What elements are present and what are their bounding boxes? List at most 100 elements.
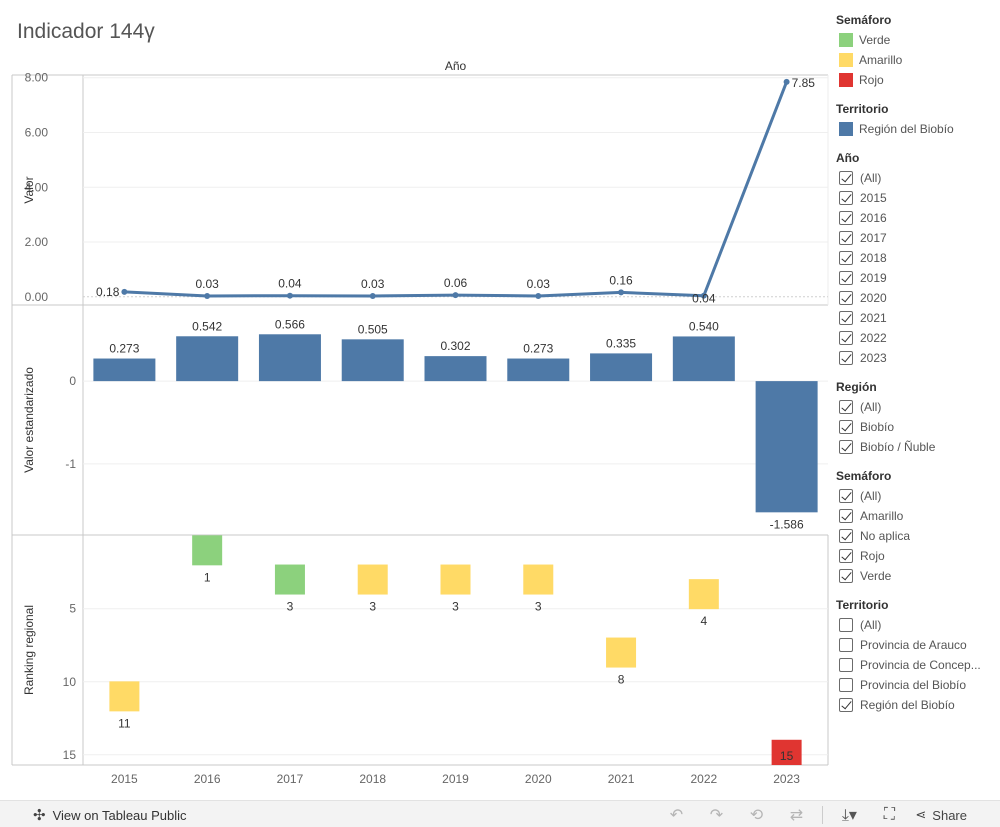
checkbox[interactable] <box>839 271 853 285</box>
x-tick-label: 2015 <box>111 772 138 786</box>
checkbox[interactable] <box>839 440 853 454</box>
checkbox[interactable] <box>839 171 853 185</box>
filter-option[interactable]: Región del Biobío <box>836 695 996 715</box>
ranking-data-label: 8 <box>618 673 625 687</box>
filter-title: Año <box>836 151 860 165</box>
filter-option[interactable]: (All) <box>836 615 996 635</box>
checkbox[interactable] <box>839 420 853 434</box>
checkbox[interactable] <box>839 678 853 692</box>
filter-option[interactable]: Biobío <box>836 417 996 437</box>
std-data-label: 0.542 <box>192 319 222 333</box>
filter-option[interactable]: 2018 <box>836 248 996 268</box>
checkbox[interactable] <box>839 698 853 712</box>
filter-option[interactable]: No aplica <box>836 526 996 546</box>
legend-label: Amarillo <box>859 53 903 67</box>
std-bar <box>755 381 818 513</box>
checkbox[interactable] <box>839 549 853 563</box>
valor-data-label: 0.03 <box>195 277 219 291</box>
ranking-mark <box>606 637 637 668</box>
share-label: Share <box>932 807 967 823</box>
y-tick-label: -1 <box>65 457 76 471</box>
checkbox[interactable] <box>839 658 853 672</box>
filter-option[interactable]: Rojo <box>836 546 996 566</box>
valor-data-label: 0.04 <box>692 292 716 306</box>
checkbox[interactable] <box>839 311 853 325</box>
checkbox[interactable] <box>839 509 853 523</box>
y-tick-label: 15 <box>63 748 77 762</box>
x-tick-label: 2023 <box>773 772 800 786</box>
valor-data-label: 0.18 <box>96 285 120 299</box>
valor-point <box>783 78 790 85</box>
legend-item[interactable]: Verde <box>836 30 996 50</box>
checkbox[interactable] <box>839 489 853 503</box>
std-bar <box>424 356 487 382</box>
checkbox[interactable] <box>839 569 853 583</box>
checkbox[interactable] <box>839 638 853 652</box>
y-axis-title: Ranking regional <box>22 605 36 695</box>
legend-panel: Semáforo Verde Amarillo Rojo Territorio Re… <box>836 10 996 724</box>
std-data-label: 0.273 <box>109 342 139 356</box>
share-button[interactable]: ⋖ Share <box>915 807 967 823</box>
undo-icon[interactable]: ↶ <box>669 807 684 824</box>
territorio-color-legend: Territorio Región del Biobío <box>836 99 996 139</box>
checkbox[interactable] <box>839 331 853 345</box>
legend-item[interactable]: Región del Biobío <box>836 119 996 139</box>
filter-option[interactable]: (All) <box>836 486 996 506</box>
redo-icon[interactable]: ↷ <box>709 807 724 824</box>
refresh-icon[interactable]: ⇄ <box>789 807 804 824</box>
footer-toolbar: ✣ View on Tableau Public ↶ ↷ ⟲ ⇄ ⤓▾ ⛶ ⋖ … <box>0 800 1000 827</box>
std-bar <box>507 358 570 382</box>
std-data-label: 0.273 <box>523 342 553 356</box>
y-tick-label: 6.00 <box>25 126 49 140</box>
ranking-mark <box>192 535 223 566</box>
filter-option[interactable]: 2019 <box>836 268 996 288</box>
filter-option[interactable]: Provincia de Concep... <box>836 655 996 675</box>
filter-option[interactable]: 2017 <box>836 228 996 248</box>
filter-option-label: 2021 <box>860 311 887 325</box>
filter-option[interactable]: Amarillo <box>836 506 996 526</box>
filter-option-label: 2017 <box>860 231 887 245</box>
checkbox[interactable] <box>839 231 853 245</box>
filter-option-label: Rojo <box>860 549 885 563</box>
legend-item[interactable]: Amarillo <box>836 50 996 70</box>
checkbox[interactable] <box>839 618 853 632</box>
filter-option[interactable]: 2021 <box>836 308 996 328</box>
x-tick-label: 2020 <box>525 772 552 786</box>
y-axis-title: Valor <box>22 176 36 203</box>
legend-title: Semáforo <box>836 13 892 27</box>
filter-option[interactable]: 2023 <box>836 348 996 368</box>
filter-option[interactable]: Provincia de Arauco <box>836 635 996 655</box>
y-tick-label: 0.00 <box>25 290 49 304</box>
ranking-data-label: 1 <box>204 570 211 584</box>
view-on-tableau-link[interactable]: ✣ View on Tableau Public <box>33 806 187 824</box>
valor-point <box>121 288 128 295</box>
revert-icon[interactable]: ⟲ <box>749 807 764 824</box>
filter-option[interactable]: 2020 <box>836 288 996 308</box>
checkbox[interactable] <box>839 211 853 225</box>
legend-swatch <box>839 33 853 47</box>
checkbox[interactable] <box>839 191 853 205</box>
checkbox[interactable] <box>839 400 853 414</box>
filter-option[interactable]: 2022 <box>836 328 996 348</box>
valor-point <box>535 292 542 299</box>
filter-option[interactable]: Verde <box>836 566 996 586</box>
checkbox[interactable] <box>839 529 853 543</box>
std-bar <box>93 358 156 382</box>
ranking-mark <box>109 681 140 712</box>
filter-option[interactable]: Biobío / Ñuble <box>836 437 996 457</box>
legend-item[interactable]: Rojo <box>836 70 996 90</box>
checkbox[interactable] <box>839 291 853 305</box>
fullscreen-icon[interactable]: ⛶ <box>883 806 895 823</box>
filter-option[interactable]: 2016 <box>836 208 996 228</box>
x-tick-label: 2018 <box>359 772 386 786</box>
checkbox[interactable] <box>839 251 853 265</box>
ranking-mark <box>771 739 802 765</box>
filter-option[interactable]: Provincia del Biobío <box>836 675 996 695</box>
filter-option[interactable]: 2015 <box>836 188 996 208</box>
filter-option[interactable]: (All) <box>836 397 996 417</box>
download-icon[interactable]: ⤓▾ <box>841 807 857 824</box>
filter-option[interactable]: (All) <box>836 168 996 188</box>
ranking-data-label: 4 <box>700 614 707 628</box>
std-data-label: 0.335 <box>606 336 636 350</box>
checkbox[interactable] <box>839 351 853 365</box>
